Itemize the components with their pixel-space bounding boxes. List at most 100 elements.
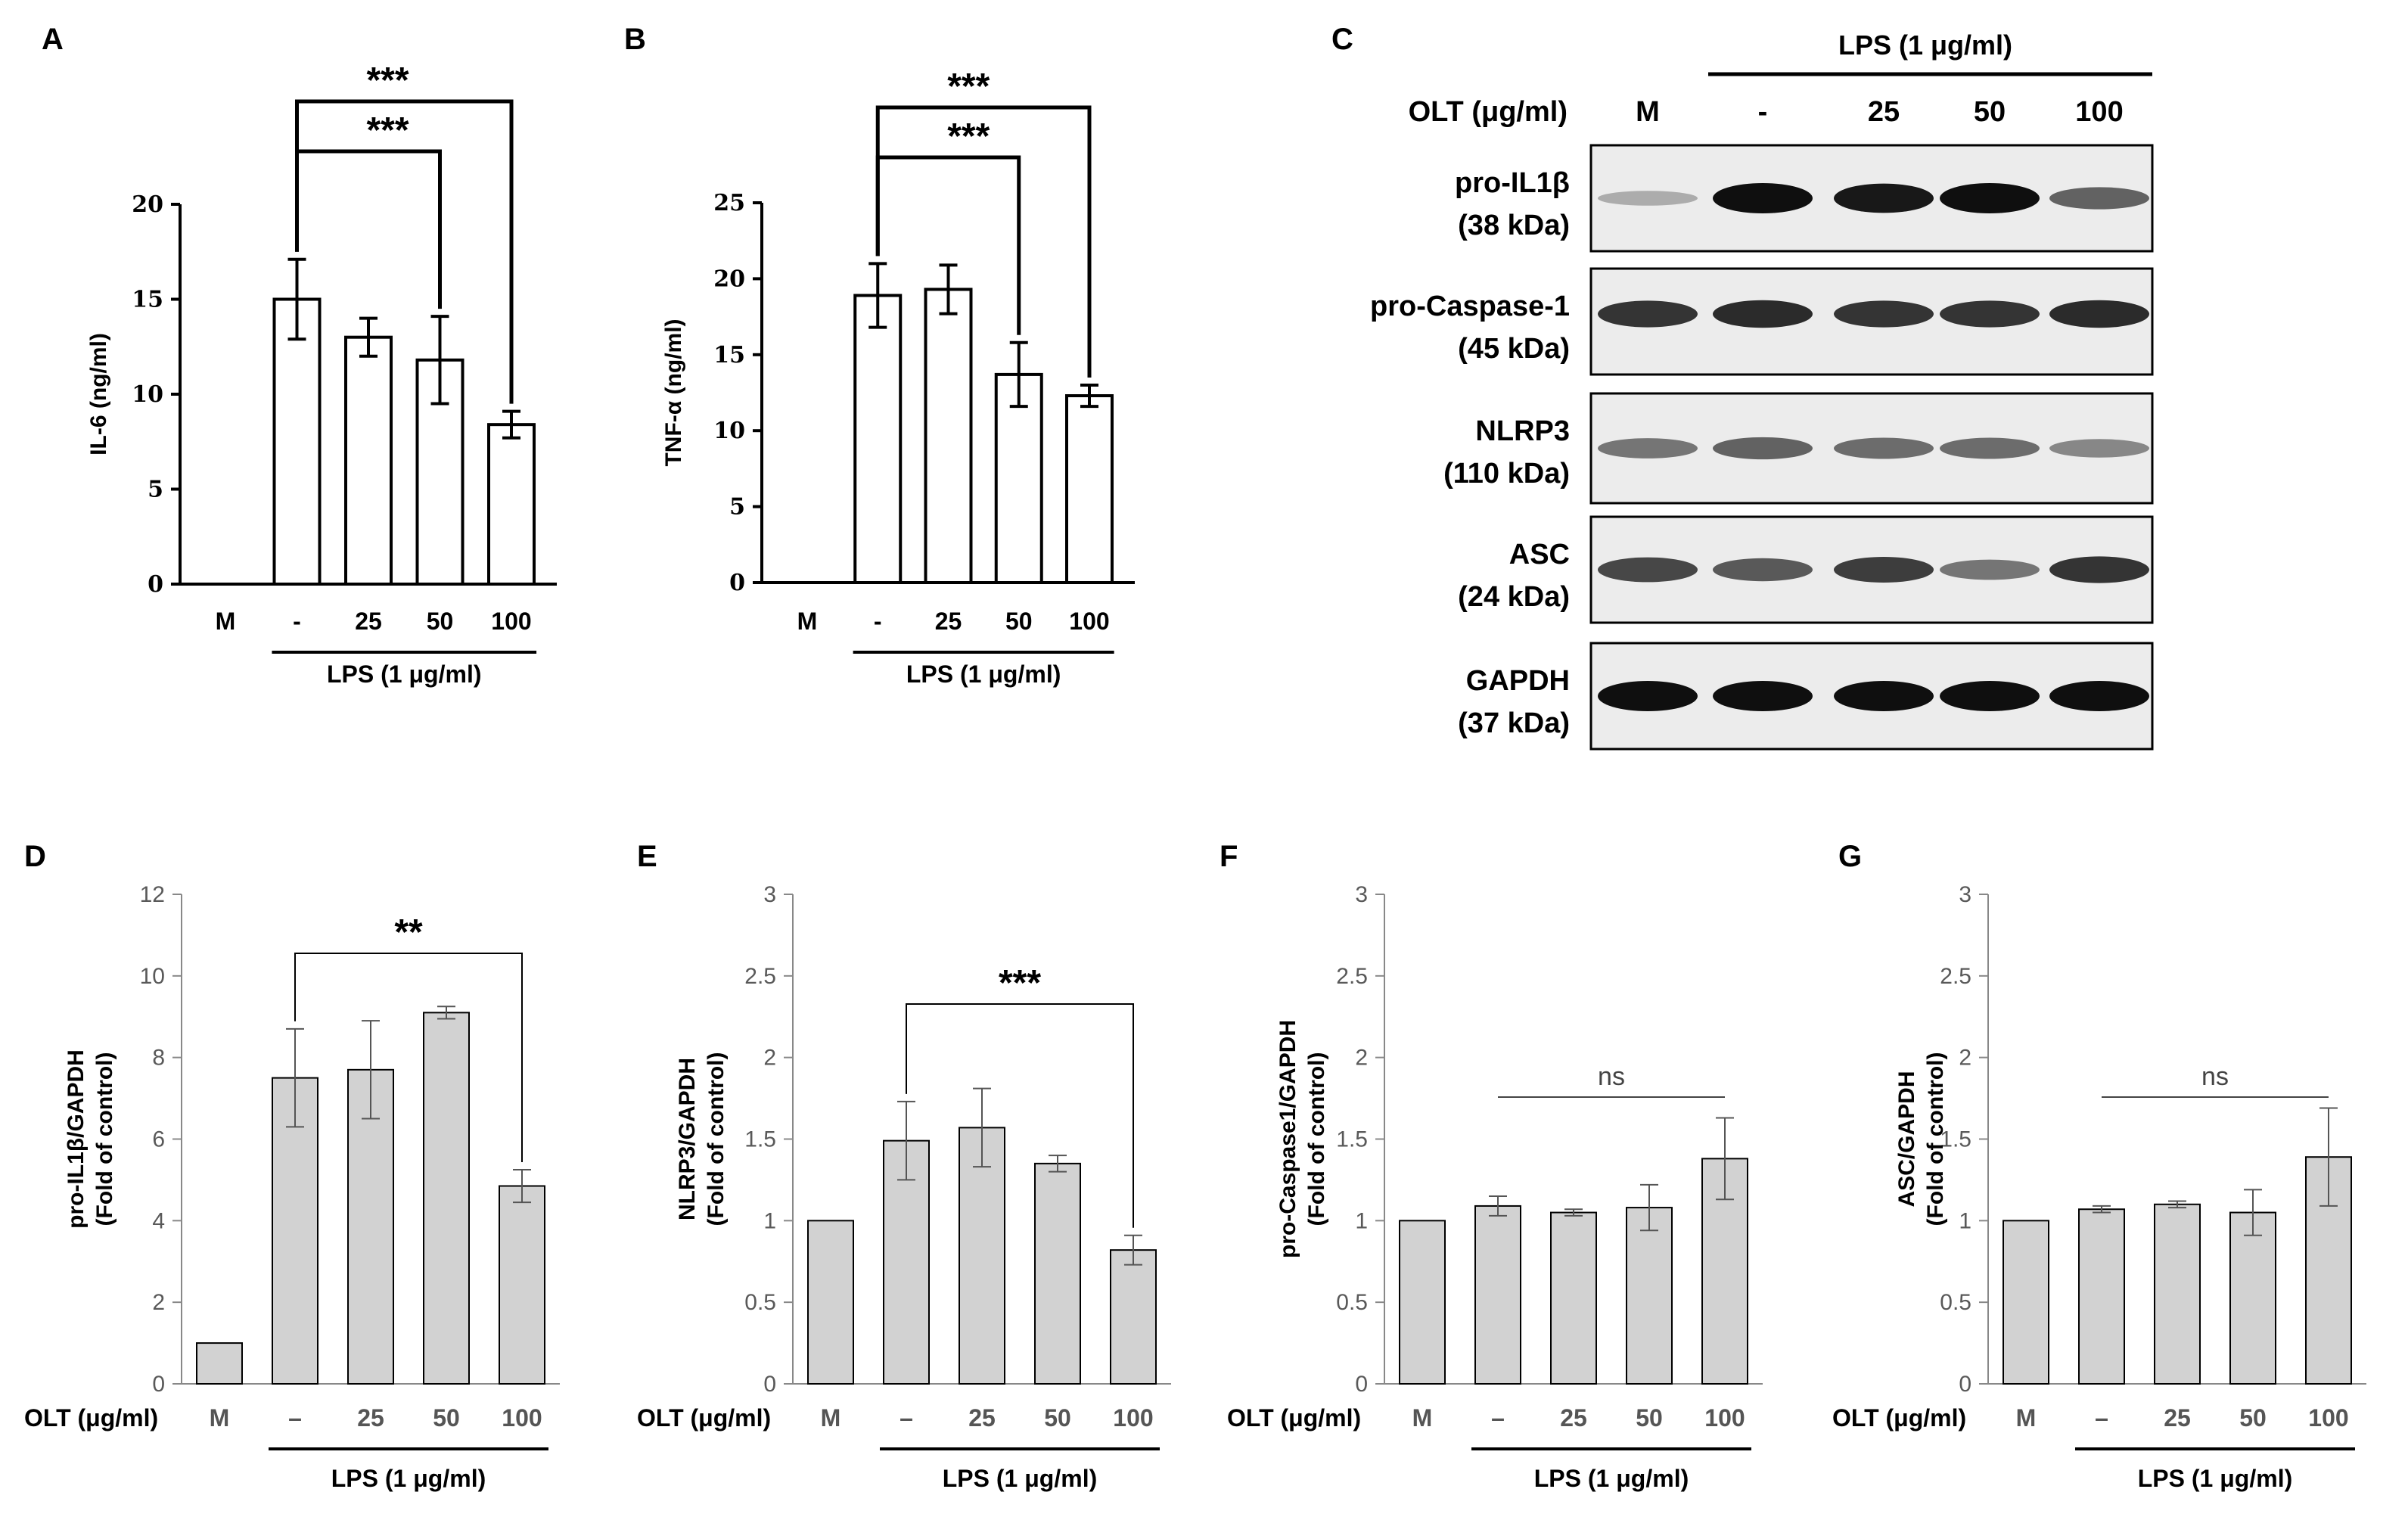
x-tick-label: 25 xyxy=(357,1404,384,1432)
x-tick-label: M xyxy=(797,608,818,635)
group-label: LPS (1 μg/ml) xyxy=(2138,1465,2292,1492)
blot-row-gapdh: GAPDH (37 kDa) xyxy=(1458,642,2154,751)
y-tick-label: 10 xyxy=(140,964,165,989)
significance-bracket xyxy=(906,1003,1134,1228)
y-tick-label: 0.5 xyxy=(744,1290,776,1315)
lps-header: LPS (1 μg/ml) xyxy=(1838,30,2012,61)
y-tick-label: 2.5 xyxy=(744,964,776,989)
chart-panel-f: F 0 0.5 1 1.5 2 2.5 3 pro-Caspase1/GAPDH (Fold of… xyxy=(1220,840,1763,1492)
bar-25 xyxy=(344,335,393,586)
blot-band xyxy=(1940,559,2040,580)
group-label: LPS (1 μg/ml) xyxy=(943,1465,1097,1492)
y-axis-label-line: pro-IL1β/GAPDH xyxy=(64,1049,89,1229)
y-tick-label: 0 xyxy=(1959,1372,1971,1397)
bar-50 xyxy=(415,358,465,586)
bar-50 xyxy=(1626,1207,1673,1385)
y-axis-label-line: (Fold of control) xyxy=(704,1052,729,1226)
bar-M xyxy=(196,1342,243,1385)
x-tick-label: 50 xyxy=(1636,1404,1663,1432)
significance-label: *** xyxy=(947,117,990,157)
y-tick-label: 10 xyxy=(713,418,745,444)
y-tick-label: 15 xyxy=(132,287,163,313)
y-tick-label: 0 xyxy=(763,1372,776,1397)
blot-band xyxy=(1834,557,1934,583)
y-tick-label: 2.5 xyxy=(1336,964,1368,989)
blot-band xyxy=(1598,300,1698,328)
blot-band xyxy=(1713,437,1813,460)
chart-panel-e: E 0 0.5 1 1.5 2 2.5 3 NLRP3/GAPDH (Fold of contro… xyxy=(637,840,1171,1492)
x-tick-label: M xyxy=(216,608,236,635)
blot-band xyxy=(1713,681,1813,711)
y-axis-label-line: ASC/GAPDH xyxy=(1894,1071,1919,1207)
bar-M xyxy=(1399,1220,1446,1385)
blot-band xyxy=(2049,681,2149,711)
blot-protein-size: (45 kDa) xyxy=(1458,333,1570,365)
x-tick-label: M xyxy=(1412,1404,1433,1432)
blot-row-pro-caspase-1: pro-Caspase-1 (45 kDa) xyxy=(1370,267,2154,376)
x-axis-label: OLT (μg/ml) xyxy=(1227,1404,1361,1432)
x-tick-label: - xyxy=(874,608,882,635)
blot-protein-name: GAPDH xyxy=(1466,665,1570,697)
blot-band xyxy=(1713,300,1813,328)
x-tick-label: – xyxy=(1491,1404,1505,1432)
significance-label: ns xyxy=(1598,1062,1625,1091)
y-tick-label: 1 xyxy=(1355,1208,1368,1233)
bar-M xyxy=(807,1220,854,1385)
lane-label: 50 xyxy=(1974,96,2006,128)
y-axis-label-line: (Fold of control) xyxy=(1923,1052,1948,1226)
lane-label: 25 xyxy=(1868,96,1900,128)
blot-protein-name: pro-Caspase-1 xyxy=(1370,291,1570,322)
y-tick-label: 1.5 xyxy=(744,1127,776,1152)
y-axis-label-line: (Fold of control) xyxy=(1304,1052,1329,1226)
bar-– xyxy=(883,1139,930,1385)
bar-– xyxy=(2078,1208,2125,1385)
x-tick-label: 100 xyxy=(1704,1404,1745,1432)
chart-panel-b: B 0 5 10 15 20 25 TNF-α (ng/ml) M - 25 50 100 LPS (1 … xyxy=(624,23,1135,688)
bar-50 xyxy=(1034,1162,1081,1385)
y-tick-label: 2.5 xyxy=(1940,964,1971,989)
blot-protein-size: (38 kDa) xyxy=(1458,210,1570,241)
y-tick-label: 1.5 xyxy=(1940,1127,1971,1152)
blot-protein-name: NLRP3 xyxy=(1475,415,1570,447)
significance-label: *** xyxy=(366,110,409,151)
y-tick-label: 25 xyxy=(713,190,745,216)
bar-100 xyxy=(499,1185,545,1385)
lane-label: M xyxy=(1636,96,1660,128)
y-tick-label: 0 xyxy=(1355,1372,1368,1397)
panel-label: E xyxy=(637,840,657,873)
bar-– xyxy=(1474,1205,1521,1385)
y-tick-label: 2 xyxy=(1959,1046,1971,1071)
blot-band xyxy=(1940,183,2040,213)
x-tick-label: 25 xyxy=(1560,1404,1587,1432)
bar-25 xyxy=(924,288,973,584)
y-tick-label: 20 xyxy=(713,266,745,292)
chart-panel-a: A 0 5 10 15 20 IL-6 (ng/ml) M - 25 50 100 LPS (1 μg/… xyxy=(42,23,557,688)
y-tick-label: 0.5 xyxy=(1940,1290,1971,1315)
blot-band xyxy=(2049,187,2149,210)
western-blot-panel: C LPS (1 μg/ml) OLT (μg/ml) M - 25 50 100 pro-IL… xyxy=(1331,23,2154,751)
x-tick-label: 50 xyxy=(1044,1404,1071,1432)
significance-label: *** xyxy=(999,963,1041,1003)
y-tick-label: 0.5 xyxy=(1336,1290,1368,1315)
blot-band xyxy=(2049,300,2149,328)
panel-label: D xyxy=(24,840,46,873)
olt-label: OLT (μg/ml) xyxy=(1409,96,1568,128)
panel-label: A xyxy=(42,23,64,56)
x-tick-label: – xyxy=(288,1404,302,1432)
bar-50 xyxy=(2229,1211,2276,1385)
blot-band xyxy=(1834,681,1934,711)
blot-band xyxy=(1940,300,2040,328)
blot-protein-name: pro-IL1β xyxy=(1455,167,1570,199)
bar-50 xyxy=(994,372,1043,584)
blot-band xyxy=(1834,300,1934,328)
significance-bracket xyxy=(294,953,523,1162)
blot-protein-size: (24 kDa) xyxy=(1458,581,1570,613)
y-tick-label: 8 xyxy=(152,1046,165,1071)
panel-label: G xyxy=(1838,840,1862,873)
significance-label: ** xyxy=(394,912,423,953)
panel-label: F xyxy=(1220,840,1238,873)
lane-label: - xyxy=(1758,96,1768,128)
y-axis-label-line: (Fold of control) xyxy=(92,1052,117,1226)
chart-panel-d: D 0 2 4 6 8 10 12 pro-IL1β/GAPDH (Fold of control… xyxy=(24,840,560,1492)
y-tick-label: 5 xyxy=(148,477,163,503)
